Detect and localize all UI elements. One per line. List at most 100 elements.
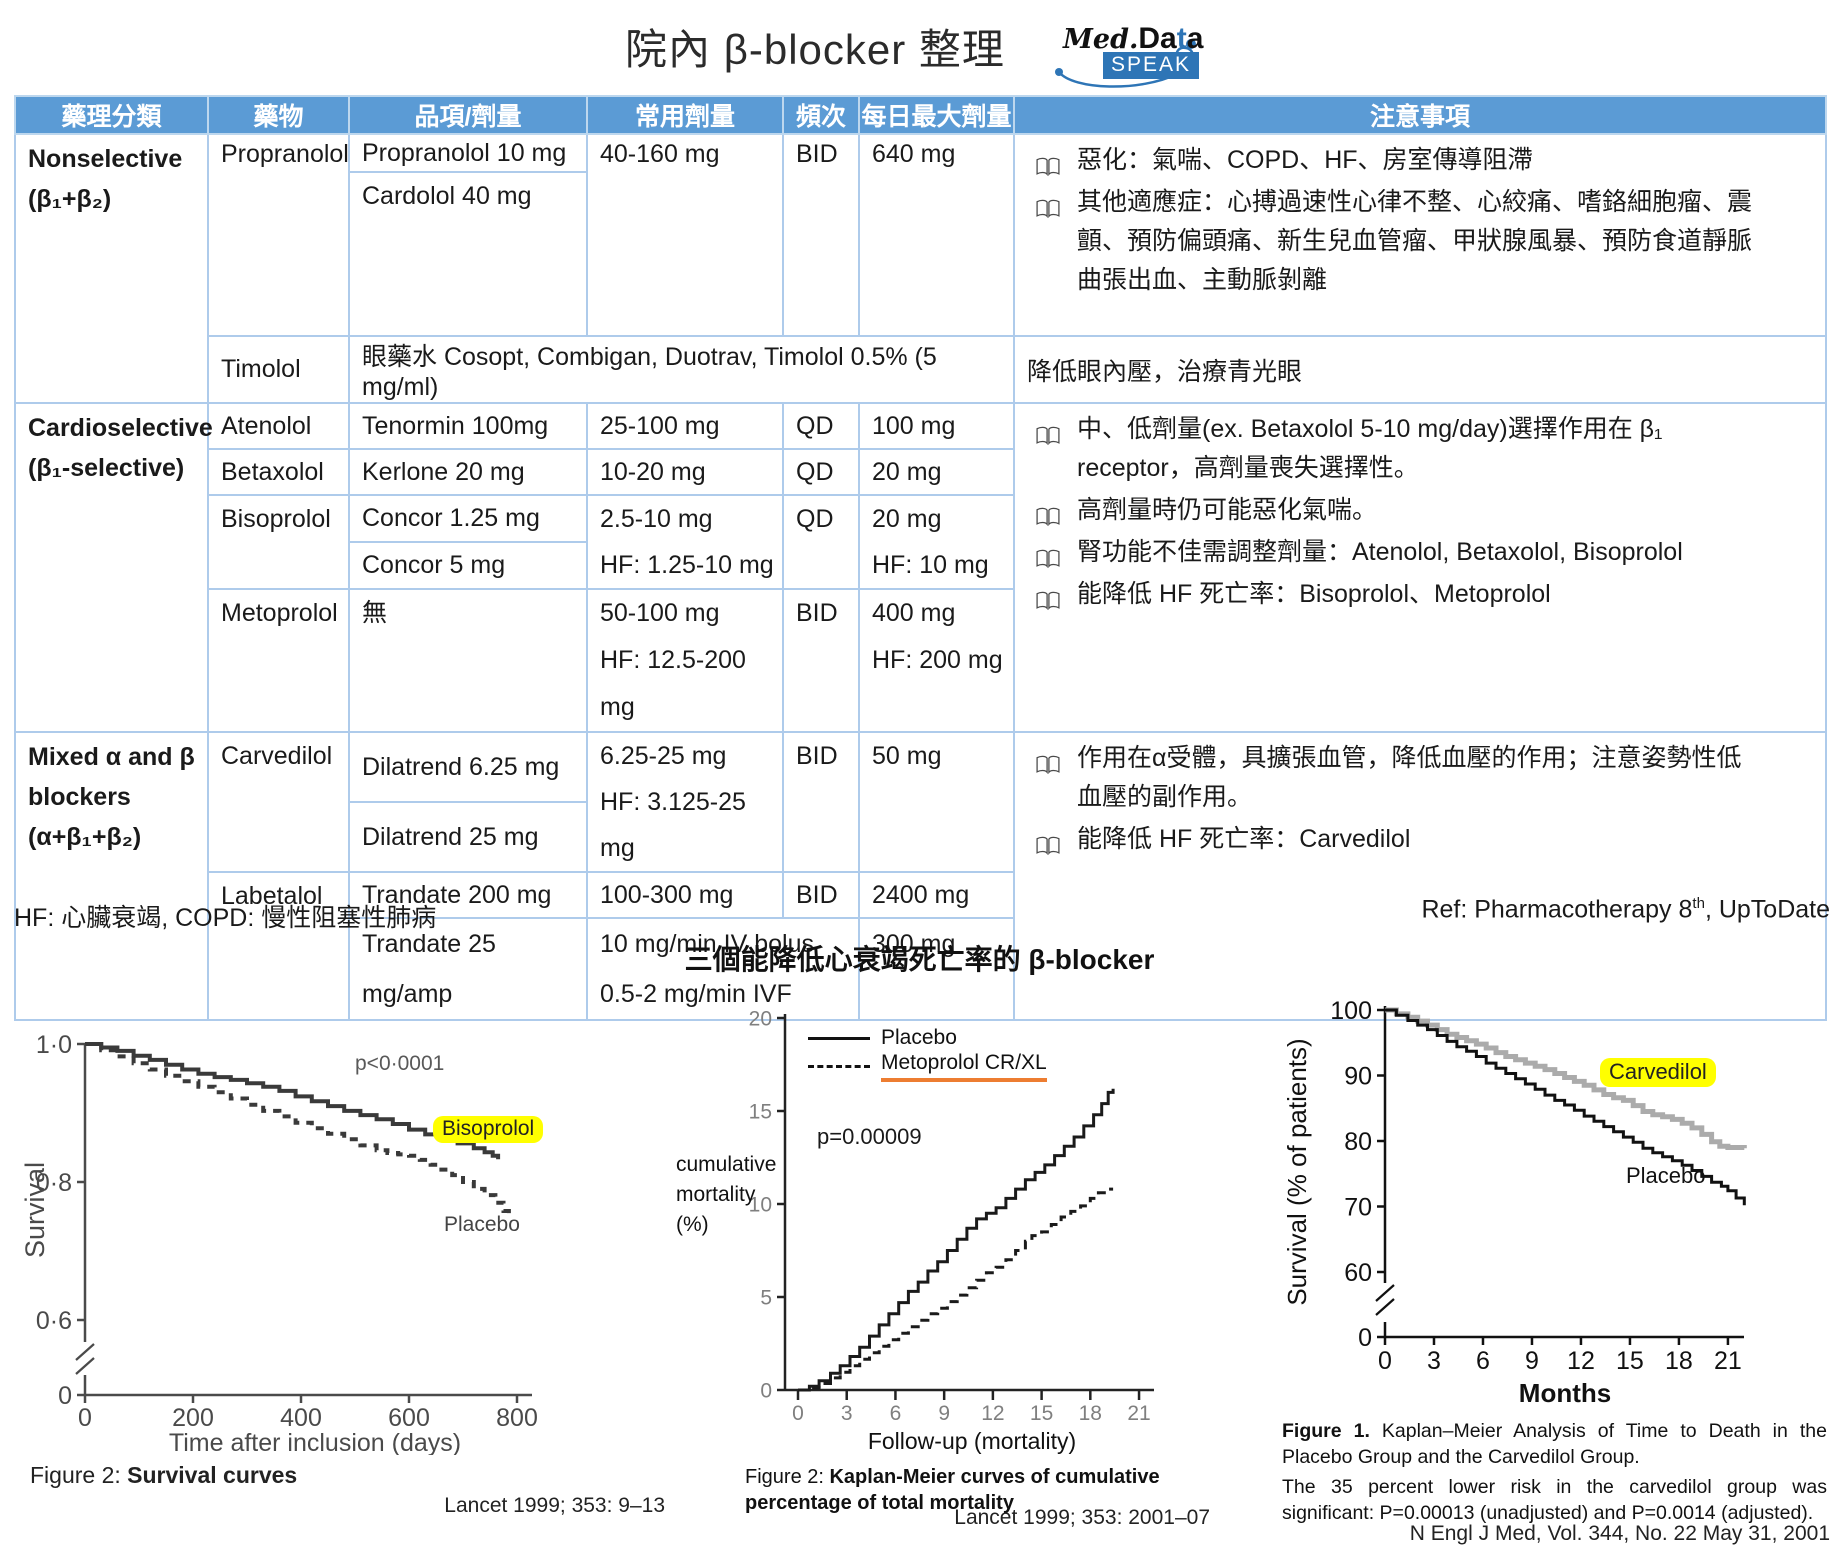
- cell-item: Kerlone 20 mg: [348, 448, 588, 496]
- col-header-drug: 藥物: [207, 95, 350, 135]
- note-text: 中、低劑量(ex. Betaxolol 5-10 mg/day)選擇作用在 β₁…: [1077, 415, 1663, 482]
- figure-caption: Figure 1. Kaplan–Meier Analysis of Time …: [1282, 1418, 1827, 1526]
- book-icon: [1035, 192, 1061, 231]
- svg-text:60: 60: [1344, 1259, 1372, 1287]
- col-header-class: 藥理分類: [14, 95, 209, 135]
- cell-drug: Metoprolol: [207, 588, 350, 733]
- table-row: Metoprolol 無 50-100 mg HF: 12.5-200 mg B…: [15, 588, 1826, 733]
- maxdose-line: 20 mg: [872, 505, 942, 533]
- placebo-curve-label: Placebo: [444, 1213, 520, 1236]
- dose-line: 0.5-2 mg/min IVF: [600, 980, 792, 1008]
- book-icon: [1035, 542, 1061, 581]
- bisoprolol-survival-chart: 1·0 0·8 0·6 00 200 400 600 800 Time after inclus…: [20, 1031, 538, 1455]
- col-header-notes: 注意事項: [1013, 95, 1827, 135]
- svg-text:15: 15: [1616, 1347, 1644, 1375]
- solid-line-sample: [808, 1036, 870, 1040]
- svg-text:800: 800: [496, 1404, 538, 1432]
- svg-text:0: 0: [760, 1379, 772, 1402]
- cell-maxdose: 50 mg: [858, 731, 1015, 873]
- p-value-label: p<0·0001: [355, 1052, 445, 1075]
- cell-freq: QD: [782, 448, 860, 496]
- table-row: Cardolol 40 mg: [15, 171, 1826, 337]
- table-row: Betaxolol Kerlone 20 mg 10-20 mg QD 20 m…: [15, 448, 1826, 496]
- cell-dose: 10-20 mg: [586, 448, 784, 496]
- table-row: Trandate 25 mg/amp 10 mg/min IV bolus 0.…: [15, 917, 1826, 1021]
- cell-drug: Atenolol: [207, 402, 350, 450]
- book-icon: [1035, 829, 1061, 868]
- svg-text:600: 600: [388, 1404, 430, 1432]
- svg-text:10: 10: [749, 1193, 772, 1216]
- logo-speak-badge: SPEAK: [1103, 52, 1200, 79]
- category-name: Cardioselective: [28, 414, 213, 442]
- dashed-line-sample: [808, 1064, 870, 1068]
- note-item: 惡化：氣喘、COPD、HF、房室傳導阻滯: [1015, 141, 1825, 180]
- page-title: 院內 β-blocker 整理: [625, 26, 1005, 73]
- cell-freq: BID: [782, 588, 860, 733]
- cell-dose: 40-160 mg: [586, 133, 784, 337]
- dose-line: 10 mg/min IV bolus: [600, 930, 814, 958]
- cell-maxdose: 20 mg HF: 10 mg: [858, 494, 1015, 590]
- reference-superscript: th: [1692, 895, 1705, 912]
- abbreviation-note: HF: 心臟衰竭, COPD: 慢性阻塞性肺病: [14, 904, 437, 932]
- svg-text:3: 3: [841, 1402, 853, 1425]
- dose-line-hf: HF: 12.5-200 mg: [600, 646, 746, 721]
- figure-source: N Engl J Med, Vol. 344, No. 22 May 31, 2…: [1409, 1522, 1830, 1545]
- cell-notes: 降低眼內壓，治療青光眼: [1013, 335, 1827, 404]
- cell-freq: BID: [782, 731, 860, 873]
- cell-freq: BID: [782, 133, 860, 337]
- note-item: 能降低 HF 死亡率：Carvedilol: [1015, 820, 1825, 859]
- note-text: 腎功能不佳需調整劑量：Atenolol, Betaxolol, Bisoprol…: [1077, 538, 1683, 566]
- caption-paragraph: Figure 1. Kaplan–Meier Analysis of Time …: [1282, 1418, 1827, 1470]
- cell-item: 眼藥水 Cosopt, Combigan, Duotrav, Timolol 0…: [348, 335, 1015, 404]
- book-icon: [1035, 584, 1061, 623]
- cell-category: Nonselective (β₁+β₂): [14, 133, 209, 404]
- svg-text:0: 0: [78, 1404, 92, 1432]
- y-axis-label-line: (%): [676, 1213, 709, 1236]
- legend-label: Placebo: [881, 1026, 957, 1049]
- cell-maxdose: 20 mg: [858, 448, 1015, 496]
- svg-text:Survival (% of patients): Survival (% of patients): [1282, 1038, 1312, 1305]
- svg-text:5: 5: [760, 1286, 772, 1309]
- reference-note: Ref: Pharmacotherapy 8th, UpToDate: [1200, 895, 1830, 924]
- cell-item: Dilatrend 6.25 mg: [348, 731, 588, 803]
- cell-dose: 100-300 mg: [586, 871, 784, 919]
- svg-text:400: 400: [280, 1404, 322, 1432]
- svg-text:15: 15: [1030, 1402, 1053, 1425]
- cell-item: Propranolol 10 mg: [348, 133, 588, 173]
- cell-item: Trandate 200 mg: [348, 871, 588, 919]
- svg-text:0: 0: [792, 1402, 804, 1425]
- svg-text:80: 80: [1344, 1128, 1372, 1156]
- cell-dose: 2.5-10 mg HF: 1.25-10 mg: [586, 494, 784, 590]
- cell-drug: Propranolol: [207, 133, 350, 337]
- legend-item-metoprolol: Metoprolol CR/XL: [808, 1051, 1047, 1082]
- cell-freq: QD: [782, 402, 860, 450]
- col-header-maxdose: 每日最大劑量: [858, 95, 1015, 135]
- svg-text:Follow-up (mortality): Follow-up (mortality): [868, 1428, 1076, 1454]
- note-item: 中、低劑量(ex. Betaxolol 5-10 mg/day)選擇作用在 β₁…: [1015, 410, 1825, 488]
- legend-label: Metoprolol CR/XL: [881, 1051, 1047, 1082]
- svg-text:9: 9: [938, 1402, 950, 1425]
- beta-blocker-table: 藥理分類 藥物 品項/劑量 常用劑量 頻次 每日最大劑量 注意事項 Nonsel…: [14, 95, 1827, 1021]
- caption-prefix: Figure 2:: [30, 1462, 128, 1488]
- logo-data-text2: a: [1186, 22, 1204, 55]
- table-header-row: 藥理分類 藥物 品項/劑量 常用劑量 頻次 每日最大劑量 注意事項: [14, 95, 1827, 135]
- cell-dose: 50-100 mg HF: 12.5-200 mg: [586, 588, 784, 733]
- note-item: 其他適應症：心搏過速性心律不整、心絞痛、嗜鉻細胞瘤、震顫、預防偏頭痛、新生兒血管…: [1015, 183, 1825, 300]
- bisoprolol-curve-label: Bisoprolol: [433, 1116, 544, 1143]
- table-row: Nonselective (β₁+β₂) Propranolol Propran…: [14, 133, 1827, 404]
- book-icon: [1035, 748, 1061, 787]
- svg-text:Survival: Survival: [20, 1162, 50, 1258]
- caption-title: Kaplan-Meier curves of cumulative percen…: [745, 1466, 1160, 1514]
- category-name: Mixed α and β blockers: [28, 743, 195, 811]
- cell-freq: QD: [782, 494, 860, 590]
- cell-drug: Timolol: [207, 335, 350, 404]
- reference-text2: , UpToDate: [1704, 895, 1830, 924]
- note-item: 作用在α受體，具擴張血管，降低血壓的作用；注意姿勢性低血壓的副作用。: [1015, 739, 1825, 817]
- category-receptors: (β₁+β₂): [28, 185, 112, 213]
- cell-notes: 惡化：氣喘、COPD、HF、房室傳導阻滯 其他適應症：心搏過速性心律不整、心絞痛…: [1013, 133, 1827, 337]
- col-header-freq: 頻次: [782, 95, 860, 135]
- figure-source: Lancet 1999; 353: 2001–07: [954, 1506, 1210, 1529]
- cell-maxdose: 400 mg HF: 200 mg: [858, 588, 1015, 733]
- note-item: 能降低 HF 死亡率：Bisoprolol、Metoprolol: [1015, 575, 1825, 614]
